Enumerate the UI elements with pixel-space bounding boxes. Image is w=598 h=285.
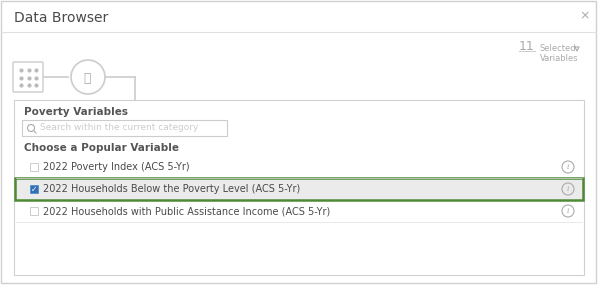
Circle shape <box>71 60 105 94</box>
FancyBboxPatch shape <box>30 163 38 171</box>
FancyBboxPatch shape <box>30 207 38 215</box>
Text: Choose a Popular Variable: Choose a Popular Variable <box>24 143 179 153</box>
Text: i: i <box>567 207 569 215</box>
Text: ×: × <box>579 9 590 23</box>
FancyBboxPatch shape <box>15 178 583 200</box>
Text: 2022 Poverty Index (ACS 5-Yr): 2022 Poverty Index (ACS 5-Yr) <box>43 162 190 172</box>
FancyBboxPatch shape <box>22 120 227 136</box>
FancyBboxPatch shape <box>14 100 584 275</box>
FancyBboxPatch shape <box>30 185 38 193</box>
Text: 2022 Households with Public Assistance Income (ACS 5-Yr): 2022 Households with Public Assistance I… <box>43 206 330 216</box>
Text: Poverty Variables: Poverty Variables <box>24 107 128 117</box>
Text: ✓: ✓ <box>31 184 37 194</box>
Text: 11: 11 <box>519 40 535 54</box>
Text: i: i <box>567 163 569 171</box>
Text: i: i <box>567 185 569 193</box>
Text: 2022 Households Below the Poverty Level (ACS 5-Yr): 2022 Households Below the Poverty Level … <box>43 184 300 194</box>
FancyBboxPatch shape <box>13 62 43 92</box>
Text: Data Browser: Data Browser <box>14 11 108 25</box>
Text: Selected
Variables: Selected Variables <box>540 44 579 63</box>
Text: ✋: ✋ <box>83 72 91 84</box>
Text: Search within the current category: Search within the current category <box>40 123 199 133</box>
